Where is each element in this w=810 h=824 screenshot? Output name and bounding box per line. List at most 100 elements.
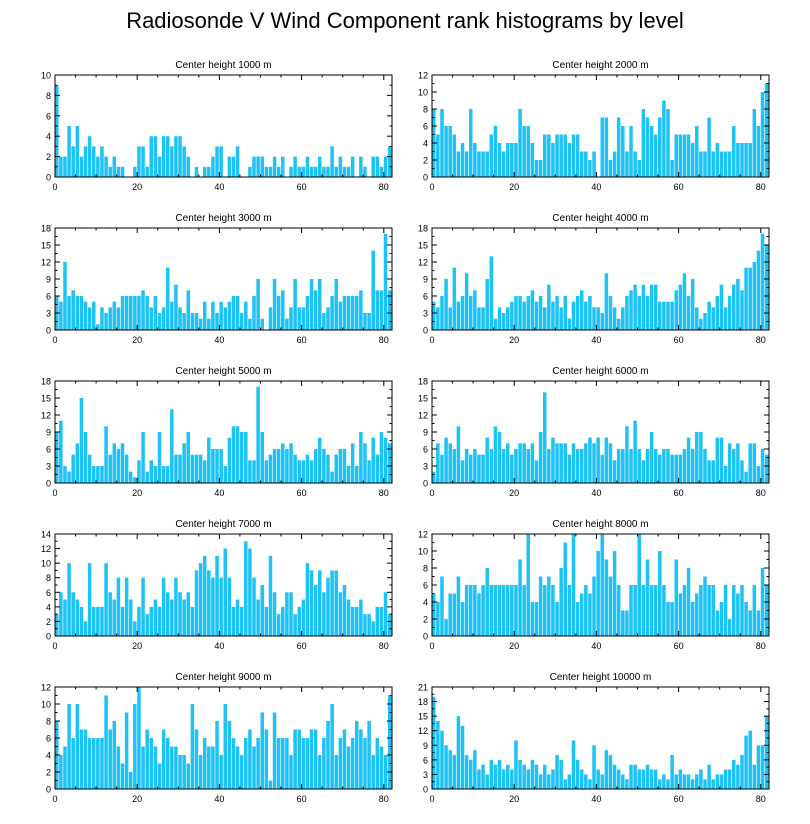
- histogram-bar: [567, 774, 572, 789]
- histogram-bar: [219, 146, 223, 177]
- histogram-bar: [686, 437, 691, 483]
- histogram-bar: [227, 301, 232, 330]
- histogram-bar: [756, 126, 761, 177]
- histogram-bar: [571, 301, 576, 330]
- histogram-bar: [100, 466, 104, 483]
- histogram-bar: [440, 296, 444, 330]
- histogram-bar: [744, 471, 748, 483]
- histogram-bar: [662, 301, 666, 330]
- histogram-bar: [592, 443, 596, 483]
- histogram-bar: [621, 449, 625, 483]
- y-tick-label: 6: [46, 445, 51, 455]
- histogram-bar: [124, 296, 129, 330]
- histogram-bar: [670, 160, 674, 177]
- histogram-bar: [612, 151, 617, 177]
- histogram-bar: [645, 764, 650, 789]
- histogram-bar: [497, 143, 502, 177]
- figure-title: Radiosonde V Wind Component rank histogr…: [126, 8, 684, 33]
- histogram-bar: [596, 307, 600, 330]
- histogram-bar: [616, 449, 621, 483]
- histogram-bar: [563, 542, 568, 636]
- histogram-bar: [752, 262, 757, 330]
- histogram-panel: Center height 4000 m 0 3 6 9 12 15 18 0 20 40 60 80: [418, 213, 770, 345]
- x-tick-label: 40: [591, 794, 601, 804]
- histogram-bar: [629, 126, 633, 177]
- histogram-bar: [707, 764, 711, 789]
- x-tick-label: 40: [214, 182, 224, 192]
- histogram-bar: [625, 610, 629, 636]
- histogram-bar: [505, 443, 510, 483]
- histogram-bar: [59, 156, 63, 177]
- histogram-bar: [367, 313, 371, 330]
- histogram-bar: [473, 750, 477, 789]
- histogram-bar: [530, 602, 535, 636]
- histogram-bar: [116, 166, 121, 177]
- histogram-bar: [375, 606, 380, 636]
- histogram-bar: [182, 313, 186, 330]
- y-tick-label: 12: [418, 71, 428, 81]
- y-tick-label: 0: [46, 326, 51, 336]
- histogram-bar: [579, 769, 584, 789]
- histogram-bar: [375, 156, 380, 177]
- histogram-panel: Center height 7000 m 0 2 4 6 8 10 12 14 0 20 40 60 80: [41, 519, 393, 651]
- histogram-bar: [293, 454, 297, 483]
- histogram-bar: [440, 730, 444, 789]
- histogram-bar: [305, 156, 310, 177]
- histogram-bar: [740, 143, 744, 177]
- histogram-bar: [448, 750, 452, 789]
- histogram-bar: [322, 449, 326, 483]
- histogram-bar: [256, 599, 260, 636]
- histogram-bar: [387, 614, 392, 636]
- histogram-bar: [231, 296, 236, 330]
- histogram-bar: [71, 454, 75, 483]
- histogram-bar: [756, 610, 761, 636]
- histogram-bar: [456, 716, 461, 789]
- histogram-bar: [202, 301, 207, 330]
- histogram-bar: [96, 466, 100, 483]
- histogram-bar: [727, 769, 732, 789]
- histogram-bar: [752, 443, 757, 483]
- histogram-bar: [157, 432, 162, 483]
- histogram-bar: [211, 449, 215, 483]
- histogram-bar: [703, 151, 707, 177]
- histogram-bar: [534, 160, 539, 177]
- histogram-bar: [678, 769, 683, 789]
- histogram-bar: [699, 151, 703, 177]
- histogram-bar: [460, 460, 465, 483]
- histogram-bar: [145, 296, 149, 330]
- histogram-bar: [116, 746, 121, 789]
- histogram-bar: [477, 769, 481, 789]
- histogram-bar: [690, 779, 695, 789]
- histogram-bar: [723, 151, 728, 177]
- y-tick-label: 6: [423, 445, 428, 455]
- histogram-bar: [514, 585, 518, 636]
- y-tick-label: 12: [418, 726, 428, 736]
- histogram-bar: [285, 738, 289, 789]
- histogram-panel: Center height 1000 m 0 2 4 6 8 10 0 20 40 60 80: [41, 60, 393, 192]
- histogram-bar: [313, 729, 318, 789]
- histogram-bar: [334, 166, 338, 177]
- histogram-bar: [481, 585, 485, 636]
- histogram-bar: [588, 437, 592, 483]
- histogram-bar: [235, 426, 240, 483]
- histogram-bar: [695, 593, 699, 636]
- histogram-bar: [497, 759, 502, 789]
- histogram-bar: [367, 460, 371, 483]
- histogram-bar: [686, 774, 691, 789]
- y-tick-label: 18: [418, 224, 428, 234]
- histogram-bar: [526, 769, 531, 789]
- histogram-bar: [584, 151, 588, 177]
- histogram-bar: [468, 296, 473, 330]
- histogram-bar: [104, 563, 108, 636]
- histogram-bar: [456, 426, 461, 483]
- histogram-bar: [444, 745, 448, 789]
- x-tick-label: 60: [297, 794, 307, 804]
- histogram-bar: [740, 755, 744, 789]
- histogram-bar: [662, 449, 666, 483]
- histogram-bar: [715, 610, 720, 636]
- histogram-bar: [326, 307, 330, 330]
- histogram-bar: [547, 284, 551, 330]
- histogram-bar: [120, 606, 125, 636]
- histogram-bar: [711, 779, 715, 789]
- histogram-bar: [379, 746, 384, 789]
